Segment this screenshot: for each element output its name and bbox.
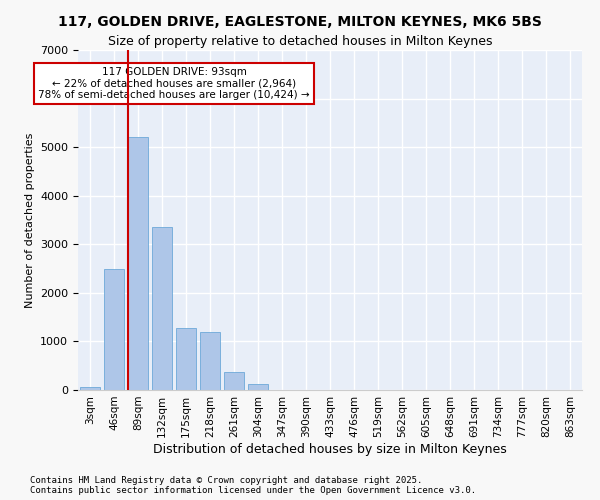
Text: 117, GOLDEN DRIVE, EAGLESTONE, MILTON KEYNES, MK6 5BS: 117, GOLDEN DRIVE, EAGLESTONE, MILTON KE… <box>58 15 542 29</box>
Bar <box>176 328 196 390</box>
X-axis label: Distribution of detached houses by size in Milton Keynes: Distribution of detached houses by size … <box>153 442 507 456</box>
Bar <box>152 228 172 390</box>
Bar <box>104 268 124 390</box>
Bar <box>128 138 148 390</box>
Y-axis label: Number of detached properties: Number of detached properties <box>25 132 35 308</box>
Text: 117 GOLDEN DRIVE: 93sqm
← 22% of detached houses are smaller (2,964)
78% of semi: 117 GOLDEN DRIVE: 93sqm ← 22% of detache… <box>38 67 310 100</box>
Bar <box>80 387 100 390</box>
Bar <box>224 372 244 390</box>
Text: Contains HM Land Registry data © Crown copyright and database right 2025.
Contai: Contains HM Land Registry data © Crown c… <box>30 476 476 495</box>
Bar <box>200 332 220 390</box>
Bar <box>248 384 268 390</box>
Text: Size of property relative to detached houses in Milton Keynes: Size of property relative to detached ho… <box>108 35 492 48</box>
